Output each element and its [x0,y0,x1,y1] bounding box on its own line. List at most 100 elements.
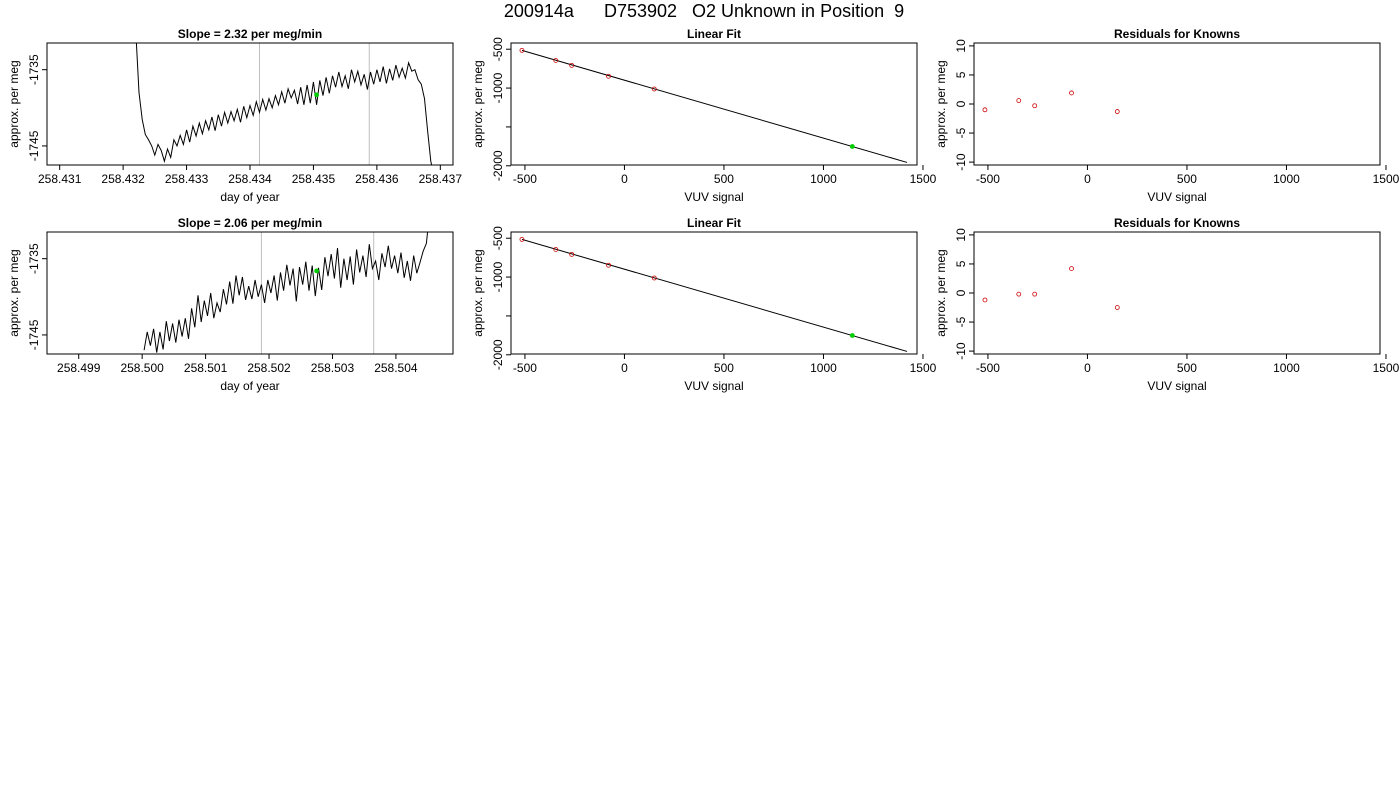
y-tick-label: -5 [954,127,968,138]
data-point [1016,98,1022,103]
x-tick-label: 258.504 [374,361,418,375]
chart-panel-6: -500 0 500 1000 1500 10 5 0 -5 -10 Residuals for K… [934,216,1400,393]
x-tick-label: 258.503 [311,361,355,375]
x-axis-title: day of year [220,379,279,393]
unknown-marker [849,333,855,338]
plot-area [519,236,908,352]
x-tick-label: 258.431 [38,172,82,186]
x-tick-label: 0 [621,172,628,186]
x-tick-label: 258.501 [184,361,228,375]
chart-panel-2: -500 0 500 1000 1500 -500 -1000 -2000 Linear Fit… [471,27,937,204]
x-tick-label: 500 [714,172,734,186]
y-tick-label: 10 [954,228,968,242]
x-tick-label: 0 [1084,172,1091,186]
data-point [651,86,657,92]
x-tick-label: 0 [1084,361,1091,375]
y-tick-label: 5 [954,71,968,78]
y-tick-label: -500 [491,37,505,61]
y-tick-label: 5 [954,260,968,267]
chart-panel-1: 258.431 258.432 258.433 258.434 258.435 258.4… [7,27,462,204]
y-tick-label: -1745 [27,319,41,350]
data-point [606,262,611,268]
x-axis-title: VUV signal [684,379,743,393]
data-point [1032,291,1038,297]
data-point [519,236,525,242]
x-axis-title: VUV signal [684,190,743,204]
y-tick-label: -1735 [27,243,41,274]
unknown-marker [314,92,320,98]
x-tick-label: 500 [1177,172,1197,186]
y-axis-title: approx. per meg [934,60,948,147]
x-tick-label: 1000 [810,172,837,186]
x-tick-label: 258.502 [247,361,291,375]
y-tick-label: 0 [954,100,968,107]
x-tick-label: 1500 [1373,172,1400,186]
x-tick-label: -500 [976,361,1000,375]
data-point [1032,103,1038,109]
x-tick-label: 1500 [910,172,937,186]
unknown-marker [849,144,855,149]
y-tick-label: -1000 [491,72,505,103]
x-tick-label: 500 [1177,361,1197,375]
y-tick-label: -5 [954,316,968,327]
plot-frame [510,42,918,166]
series-line [143,232,429,353]
y-tick-label: -2000 [491,339,505,370]
y-tick-label: -500 [491,226,505,250]
data-point [519,47,525,53]
y-axis-title: approx. per meg [934,249,948,336]
plot-frame [46,231,454,355]
y-tick-label: -10 [954,342,968,360]
data-point [569,62,575,68]
data-point [553,247,559,252]
x-tick-label: 258.434 [228,172,272,186]
x-tick-label: 258.436 [355,172,399,186]
x-tick-label: 0 [621,361,628,375]
data-point [1016,291,1022,297]
plot-area [135,43,433,165]
x-tick-label: -500 [513,361,537,375]
main-title: 200914a D753902 O2 Unknown in Position 9 [504,1,904,21]
x-axis-title: VUV signal [1147,379,1206,393]
data-point [553,58,559,63]
x-tick-label: -500 [976,172,1000,186]
plot-area [519,47,908,163]
data-point [1069,90,1074,96]
x-tick-label: 1500 [910,361,937,375]
x-tick-label: 1000 [1273,361,1300,375]
y-tick-label: -2000 [491,150,505,181]
chart-panel-4: 258.499 258.500 258.501 258.502 258.503 258.5… [7,216,454,393]
plot-area [982,266,1120,310]
y-tick-label: -1735 [27,54,41,85]
y-axis-title: approx. per meg [471,249,485,336]
panel-title: Linear Fit [687,27,741,41]
panel-title: Residuals for Knowns [1114,27,1240,41]
y-axis-title: approx. per meg [7,249,21,336]
x-tick-label: -500 [513,172,537,186]
fit-line [521,238,908,352]
x-tick-label: 1000 [1273,172,1300,186]
y-tick-label: -1000 [491,261,505,292]
x-tick-label: 1500 [1373,361,1400,375]
x-tick-label: 258.433 [165,172,209,186]
data-point [1114,305,1120,310]
y-axis-title: approx. per meg [7,60,21,147]
unknown-marker [314,268,320,274]
fit-line [521,49,908,163]
y-tick-label: -1745 [27,130,41,161]
chart-panel-3: -500 0 500 1000 1500 10 5 0 -5 -10 Residuals for K… [934,27,1400,204]
chart-panel-5: -500 0 500 1000 1500 -500 -1000 -2000 Linear Fit… [471,216,937,393]
data-point [651,275,657,281]
x-tick-label: 258.432 [101,172,145,186]
x-axis-title: day of year [220,190,279,204]
y-tick-label: -10 [954,153,968,171]
data-point [982,297,988,303]
data-point [569,251,575,257]
y-axis-title: approx. per meg [471,60,485,147]
x-tick-label: 258.500 [120,361,164,375]
x-axis-title: VUV signal [1147,190,1206,204]
x-tick-label: 258.437 [419,172,463,186]
series-line [135,43,433,165]
